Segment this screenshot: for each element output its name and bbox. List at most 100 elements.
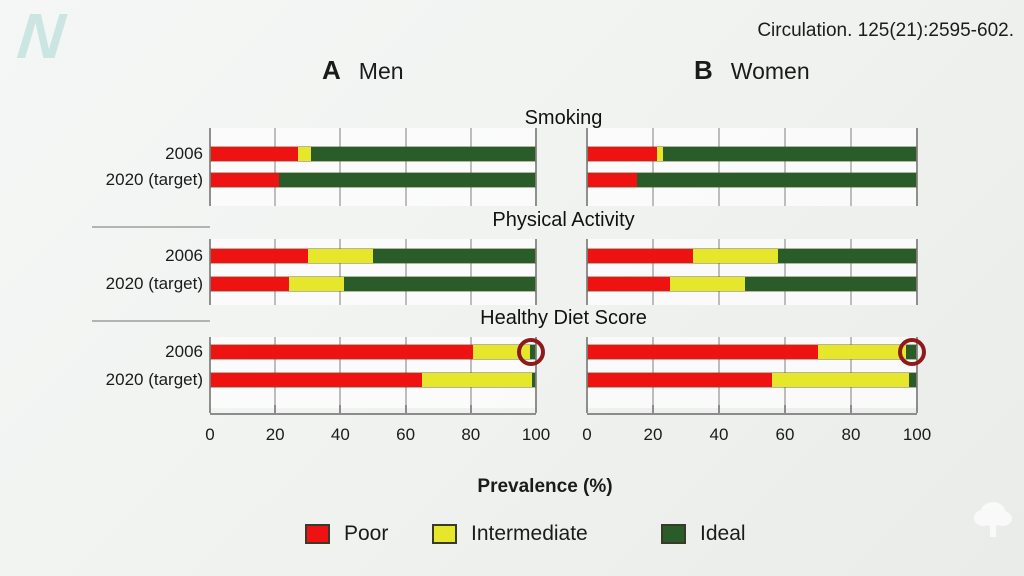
gridline [469,337,472,408]
bar-segment-intermediate [421,373,532,387]
bar-segment-intermediate [288,277,344,291]
section-title: Smoking [524,107,603,129]
axis-edge-line [916,128,918,206]
gridline [784,337,786,408]
bar-segment-poor [588,373,772,387]
gridline [652,239,654,305]
bar-segment-intermediate [298,147,312,161]
section-title: Physical Activity [492,209,635,231]
gridline [274,128,277,206]
x-axis-title: Prevalence (%) [477,476,613,497]
tree-watermark-icon [974,502,1014,547]
axis-edge-line [535,128,537,206]
axis-edge-line [586,239,588,305]
panel-b-letter: B [694,55,713,85]
x-tick-label: 20 [265,425,285,444]
gridline [339,128,342,206]
x-axis-tick [274,405,277,413]
axis-edge-line [586,337,588,408]
bar-segment-ideal [311,147,535,161]
bar-segment-ideal [745,277,916,291]
bar-segment-ideal [279,173,535,187]
bar-segment-ideal [663,147,916,161]
row-label: 2006 [165,342,203,361]
x-tick-label: 0 [582,425,592,444]
x-axis-line [210,413,536,415]
axis-edge-line [586,128,588,206]
bar-segment-ideal [909,373,916,387]
bar-segment-poor [588,277,670,291]
panel-a-header: A Men [322,55,404,86]
row-label: 2006 [165,246,203,265]
bar-segment-poor [211,173,280,187]
stacked-bar-women-2006 [587,146,917,162]
bar-segment-ideal [373,249,535,263]
x-axis-tick [718,405,720,413]
section-divider [92,226,210,228]
stacked-bar-men-2020-target- [210,172,536,188]
bar-segment-intermediate [771,373,910,387]
legend-swatch-ideal [661,524,686,544]
row-label: 2020 (target) [105,170,203,189]
gridline [718,128,720,206]
gridline [652,337,654,408]
gridline [274,239,277,305]
stacked-bar-men-2006 [210,146,536,162]
gridline [652,128,654,206]
gridline [274,337,277,408]
x-axis-tick [535,405,537,413]
section-divider [92,320,210,322]
row-label: 2020 (target) [105,274,203,293]
bar-segment-poor [211,249,309,263]
gridline [784,128,786,206]
panel-a-letter: A [322,55,341,85]
x-axis-tick [404,405,407,413]
bar-segment-ideal [343,277,535,291]
highlight-circle [898,338,927,366]
gridline [784,239,786,305]
gridline [339,337,342,408]
x-tick-label: 0 [205,425,215,444]
citation-text: Circulation. 125(21):2595-602. [757,20,1014,41]
gridline [404,337,407,408]
x-axis-tick [916,405,918,413]
stacked-bar-men-2020-target- [210,276,536,292]
panel-background [210,128,536,206]
axis-edge-line [535,239,537,305]
x-tick-label: 80 [841,425,861,444]
stacked-bar-women-2020-target- [587,372,917,388]
x-axis-tick [339,405,342,413]
gridline [469,128,472,206]
bar-segment-intermediate [817,345,907,359]
x-axis-tick [784,405,786,413]
legend-label: Ideal [700,522,746,545]
stacked-bar-men-2020-target- [210,372,536,388]
bar-segment-poor [211,277,289,291]
x-tick-label: 80 [461,425,481,444]
gridline [469,239,472,305]
bar-segment-poor [588,147,657,161]
axis-edge-line [916,239,918,305]
bar-segment-ideal [637,173,916,187]
x-axis-tick [209,405,211,413]
axis-edge-line [209,239,211,305]
row-label: 2020 (target) [105,370,203,389]
x-tick-label: 40 [330,425,350,444]
bar-segment-intermediate [692,249,779,263]
x-axis-tick [652,405,654,413]
x-axis-tick [850,405,852,413]
bar-segment-ideal [778,249,916,263]
stacked-bar-women-2020-target- [587,172,917,188]
gridline [404,128,407,206]
bar-segment-intermediate [308,249,373,263]
bar-segment-poor [211,147,299,161]
x-tick-label: 100 [521,425,551,444]
bar-segment-poor [211,345,474,359]
gridline [718,337,720,408]
gridline [718,239,720,305]
gridline [850,239,852,305]
legend-item-poor: Poor [305,522,388,546]
x-axis-line [587,413,917,415]
